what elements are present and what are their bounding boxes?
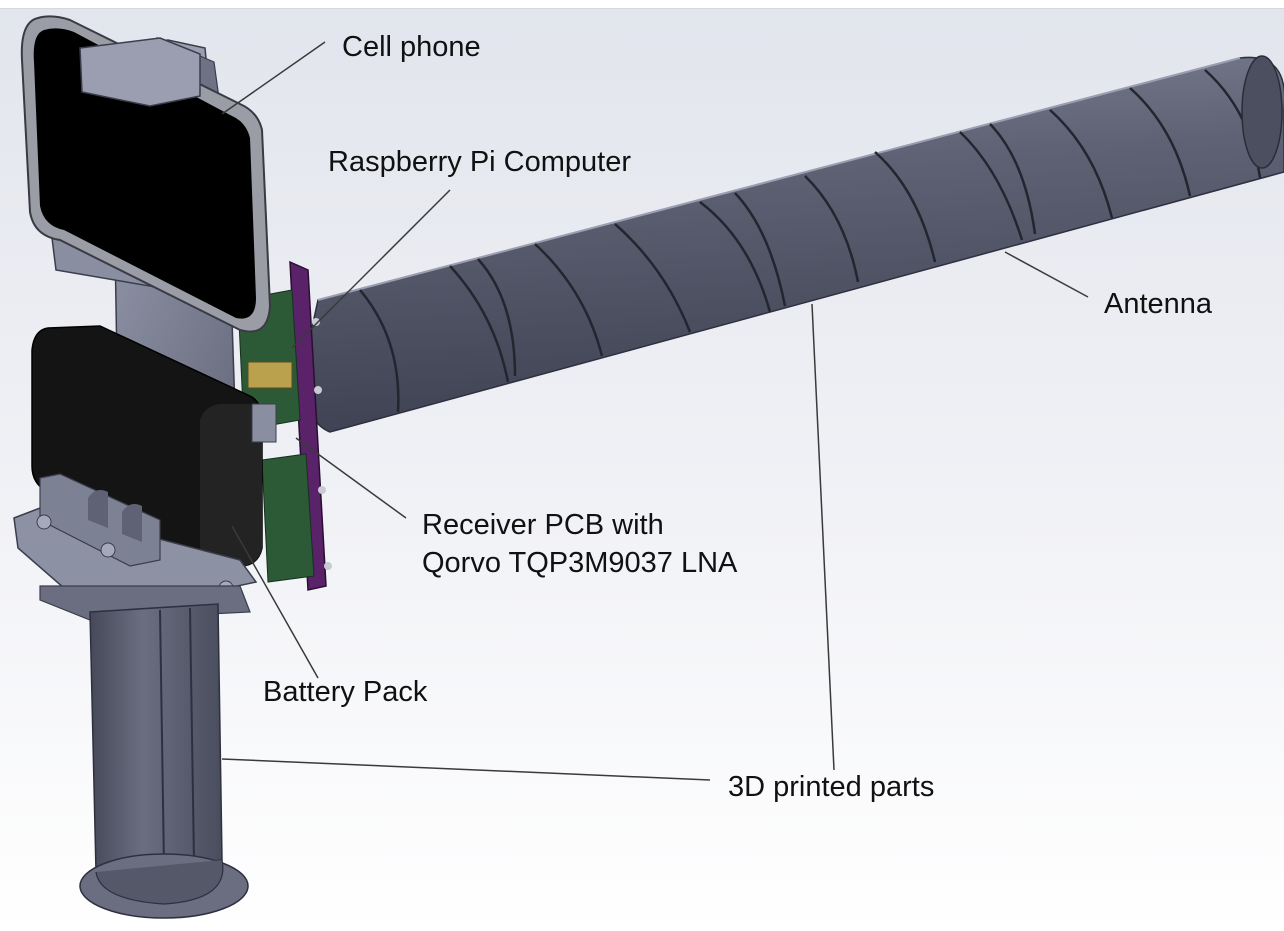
leader-line-printed-parts-antenna: [811, 303, 835, 771]
leader-line-battery-pack: [231, 525, 319, 679]
receiver-pcb: [237, 260, 332, 591]
leader-line-cell-phone: [221, 41, 326, 115]
leader-line-receiver-pcb: [295, 437, 407, 519]
leader-line-raspberry-pi: [291, 189, 451, 349]
handle-grip: [79, 603, 249, 919]
label-raspberry-pi: Raspberry Pi Computer: [328, 146, 631, 178]
label-cell-phone: Cell phone: [342, 31, 481, 63]
label-3d-printed-parts: 3D printed parts: [728, 771, 935, 803]
label-receiver-pcb-line1: Receiver PCB with: [422, 509, 664, 541]
label-antenna: Antenna: [1104, 288, 1213, 320]
leader-line-printed-parts-grip: [221, 758, 711, 781]
label-receiver-pcb-line2: Qorvo TQP3M9037 LNA: [422, 547, 738, 579]
cell-phone: [20, 15, 272, 333]
leader-line-antenna: [1004, 251, 1089, 298]
leader-lines: [221, 41, 1089, 781]
label-battery-pack: Battery Pack: [263, 676, 428, 708]
top-border: [0, 0, 1284, 9]
